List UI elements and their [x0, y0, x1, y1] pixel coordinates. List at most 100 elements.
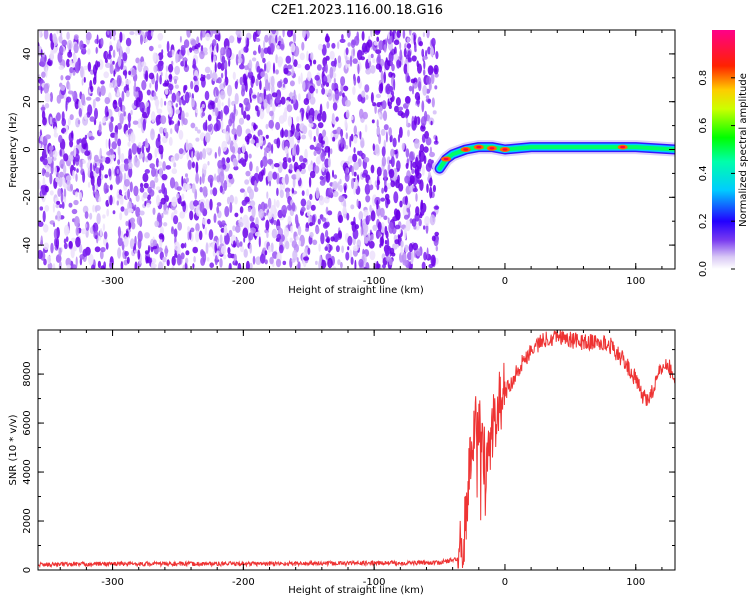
spectrogram-speckle: [87, 48, 91, 55]
spectrogram-speckle: [379, 207, 385, 218]
spectrogram-speckle: [174, 65, 181, 75]
spectrogram-speckle: [421, 48, 425, 58]
spectrogram-speckle: [258, 44, 261, 54]
spectrogram-speckle: [161, 213, 164, 219]
spectrogram-speckle: [160, 115, 167, 125]
spectrogram-speckle: [359, 131, 362, 140]
spectrogram-speckle: [40, 106, 46, 111]
spectrogram-speckle: [107, 30, 110, 36]
spectrogram-speckle: [338, 195, 345, 203]
spectrogram-speckle: [108, 121, 114, 133]
spectrogram-speckle: [266, 191, 269, 199]
spectrogram-speckle: [323, 196, 330, 204]
spectrogram-speckle: [307, 163, 313, 172]
signal-hotspot-core: [620, 145, 626, 149]
spectrogram-speckle: [394, 239, 400, 245]
spectrogram-speckle: [79, 192, 82, 201]
spectrogram-speckle: [415, 206, 420, 216]
spectrogram-speckle: [157, 32, 164, 41]
spectrogram-speckle: [38, 249, 43, 260]
spectrogram-speckle: [266, 231, 269, 239]
spectrogram-speckle: [116, 75, 122, 86]
spectrogram-speckle: [191, 150, 194, 161]
spectrogram-speckle: [380, 128, 386, 136]
spectrogram-speckle: [304, 79, 310, 90]
x-tick-label: 0: [502, 276, 508, 287]
spectrogram-speckle: [269, 47, 271, 56]
spectrogram-speckle: [76, 139, 80, 145]
spectrogram-speckle: [421, 164, 425, 176]
spectrogram-speckle: [396, 30, 401, 38]
spectrogram-speckle: [52, 263, 56, 269]
spectrogram-speckle: [323, 75, 327, 82]
spectrogram-speckle: [305, 227, 309, 232]
spectrogram-speckle: [170, 156, 176, 163]
spectrogram-speckle: [144, 250, 149, 255]
spectrogram-speckle: [207, 124, 213, 132]
spectrogram-speckle: [326, 41, 331, 49]
spectrogram-speckle: [219, 258, 223, 268]
spectrogram-speckle: [384, 193, 390, 201]
spectrogram-speckle: [278, 35, 282, 43]
spectrogram-speckle: [106, 151, 111, 156]
spectrogram-speckle: [216, 205, 220, 214]
spectrogram-speckle: [180, 45, 186, 50]
spectrogram-speckle: [156, 194, 160, 207]
spectrogram-speckle: [332, 136, 336, 142]
spectrogram-speckle: [333, 77, 336, 85]
spectrogram-speckle: [342, 85, 349, 92]
spectrogram-speckle: [135, 206, 141, 218]
spectrogram-speckle: [124, 251, 129, 257]
spectrogram-speckle: [50, 163, 54, 175]
spectrogram-speckle: [215, 88, 219, 97]
spectrogram-speckle: [91, 264, 96, 269]
spectrogram-speckle: [163, 210, 168, 215]
spectrogram-speckle: [376, 119, 379, 128]
spectrogram-speckle: [90, 175, 95, 186]
spectrogram-speckle: [206, 218, 211, 225]
spectrogram-speckle: [45, 66, 48, 78]
spectrogram-speckle: [254, 105, 259, 112]
spectrogram-speckle: [119, 212, 123, 221]
spectrogram-speckle: [163, 222, 168, 227]
spectrogram-speckle: [169, 177, 176, 189]
spectrogram-speckle: [165, 65, 168, 72]
spectrogram-speckle: [271, 30, 277, 35]
spectrogram-speckle: [162, 256, 167, 263]
spectrogram-speckle: [100, 85, 106, 96]
spectrogram-speckle: [134, 79, 137, 92]
spectrogram-speckle: [213, 55, 217, 63]
spectrogram-speckle: [287, 115, 293, 127]
spectrogram-speckle: [126, 256, 130, 264]
spectrogram-speckle: [117, 236, 123, 247]
spectrogram-speckle: [232, 225, 236, 232]
spectrogram-speckle: [297, 261, 301, 269]
spectrogram-speckle: [332, 72, 337, 79]
spectrogram-speckle: [290, 43, 296, 53]
spectrogram-speckle: [202, 122, 207, 131]
spectrogram-speckle: [164, 79, 170, 87]
spectrogram-speckle: [96, 213, 101, 225]
spectrogram-speckle: [200, 250, 205, 258]
spectrogram-speckle: [326, 236, 331, 244]
spectrogram-speckle: [319, 175, 324, 181]
spectrogram-speckle: [184, 91, 190, 104]
spectrogram-speckle: [133, 155, 138, 167]
spectrogram-speckle: [128, 166, 133, 178]
spectrogram-speckle: [195, 172, 199, 184]
spectrogram-speckle: [241, 199, 247, 206]
spectrogram-speckle: [366, 39, 373, 48]
spectrogram-speckle: [247, 206, 252, 213]
spectrogram-speckle: [208, 229, 214, 241]
spectrogram-speckle: [147, 152, 153, 161]
spectrogram-speckle: [112, 154, 116, 159]
spectrogram-speckle: [413, 138, 420, 149]
spectrogram-speckle: [415, 248, 421, 257]
spectrogram-speckle: [376, 199, 379, 210]
spectrogram-speckle: [159, 226, 164, 236]
spectrogram-speckle: [316, 127, 319, 137]
spectrogram-speckle: [281, 204, 288, 216]
spectrogram-speckle: [57, 51, 63, 63]
spectrogram-speckle: [354, 259, 357, 269]
spectrogram-speckle: [376, 36, 380, 42]
